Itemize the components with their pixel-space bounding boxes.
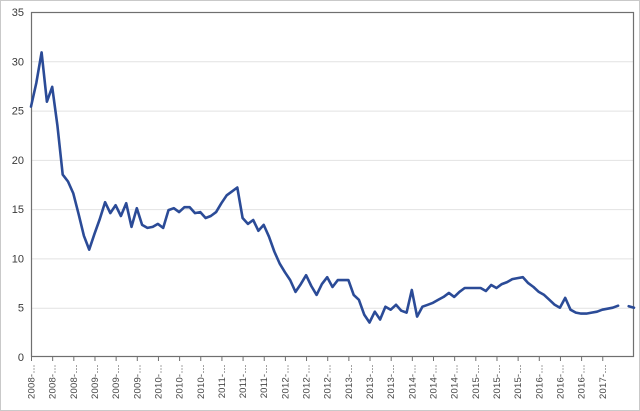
x-axis-label: 2015-… — [492, 364, 503, 399]
x-axis-label: 2016-… — [534, 364, 545, 399]
series-line — [29, 51, 636, 324]
y-axis-label: 0 — [18, 352, 24, 364]
y-axis-label: 20 — [12, 155, 24, 167]
y-axis-label: 25 — [12, 106, 24, 118]
x-axis-label: 2014-… — [429, 364, 440, 399]
x-axis-label: 2016-… — [577, 364, 588, 399]
y-axis-label: 10 — [12, 253, 24, 265]
plot-border — [30, 11, 635, 358]
x-axis-label: 2012-… — [302, 364, 313, 399]
x-axis-label: 2015-… — [471, 364, 482, 399]
x-axis-label: 2009-… — [132, 364, 143, 399]
x-axis-label: 2012-… — [323, 364, 334, 399]
x-axis-label: 2009-… — [90, 364, 101, 399]
x-axis-label: 2010-… — [196, 364, 207, 399]
x-axis-label: 2014-… — [450, 364, 461, 399]
x-axis-label: 2011-… — [238, 364, 249, 398]
x-axis-label: 2011-… — [259, 364, 270, 398]
y-axis-label: 5 — [18, 303, 24, 315]
y-axis-label: 30 — [12, 56, 24, 68]
x-axis-label: 2013-… — [365, 364, 376, 399]
x-axis-label: 2014-… — [407, 364, 418, 399]
x-axis-label: 2017-… — [598, 364, 609, 399]
x-axis-label: 2011-… — [217, 364, 228, 398]
y-axis-label: 15 — [12, 204, 24, 216]
y-axis-label: 35 — [12, 7, 24, 19]
x-axis-label: 2008-… — [48, 364, 59, 399]
x-axis-label: 2013-… — [386, 364, 397, 399]
x-axis-label: 2009-… — [111, 364, 122, 399]
x-axis-label: 2010-… — [153, 364, 164, 399]
x-axis-label: 2008-… — [69, 364, 80, 399]
x-axis-label: 2015-… — [513, 364, 524, 399]
x-axis-label: 2016-… — [555, 364, 566, 399]
x-axis-label: 2010-… — [175, 364, 186, 399]
x-axis-label: 2012-… — [280, 364, 291, 399]
x-axis-label: 2008-… — [27, 364, 38, 399]
x-axis-label: 2013-… — [344, 364, 355, 399]
